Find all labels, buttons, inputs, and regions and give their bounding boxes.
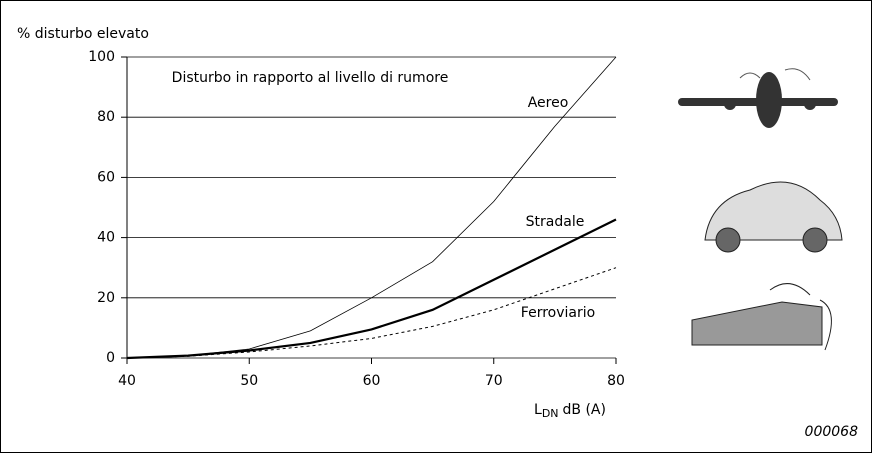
- y-tick-label: 60: [97, 169, 115, 185]
- x-tick-label: 80: [607, 373, 625, 389]
- y-axis-title: % disturbo elevato: [17, 26, 149, 42]
- x-tick-label: 50: [240, 373, 258, 389]
- plane-icon: [678, 68, 838, 128]
- chart-title: Disturbo in rapporto al livello di rumor…: [172, 70, 449, 86]
- series-line: [126, 267, 617, 359]
- x-title-rest: dB (A): [563, 402, 606, 418]
- series-label: Stradale: [526, 214, 585, 230]
- train-icon: [691, 283, 832, 351]
- figure-code: 000068: [805, 424, 859, 440]
- x-tick-label: 60: [363, 373, 381, 389]
- y-tick-label: 20: [97, 290, 115, 306]
- y-tick-label: 40: [97, 230, 115, 246]
- x-tick-label: 70: [485, 373, 503, 389]
- x-title-base: L: [534, 402, 542, 418]
- y-tick-label: 80: [97, 109, 115, 125]
- series-label: Ferroviario: [521, 305, 595, 321]
- x-axis-title: LDN dB (A): [534, 402, 606, 420]
- series-label: Aereo: [528, 95, 569, 111]
- y-tick-label: 0: [106, 350, 115, 366]
- car-icon: [704, 181, 843, 253]
- y-tick-label: 100: [88, 49, 115, 65]
- series-line: [126, 218, 617, 360]
- x-tick-label: 40: [118, 373, 136, 389]
- x-title-sub: DN: [542, 407, 559, 420]
